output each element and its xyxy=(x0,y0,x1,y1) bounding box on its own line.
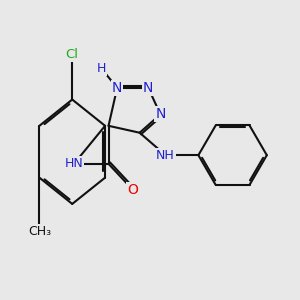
Text: O: O xyxy=(127,183,138,197)
Text: HN: HN xyxy=(64,157,83,170)
Text: H: H xyxy=(97,62,106,75)
Text: NH: NH xyxy=(156,149,175,162)
Text: N: N xyxy=(112,81,122,95)
Text: Cl: Cl xyxy=(66,49,79,62)
Text: N: N xyxy=(155,107,166,122)
Text: N: N xyxy=(143,81,154,95)
Text: CH₃: CH₃ xyxy=(28,225,51,238)
